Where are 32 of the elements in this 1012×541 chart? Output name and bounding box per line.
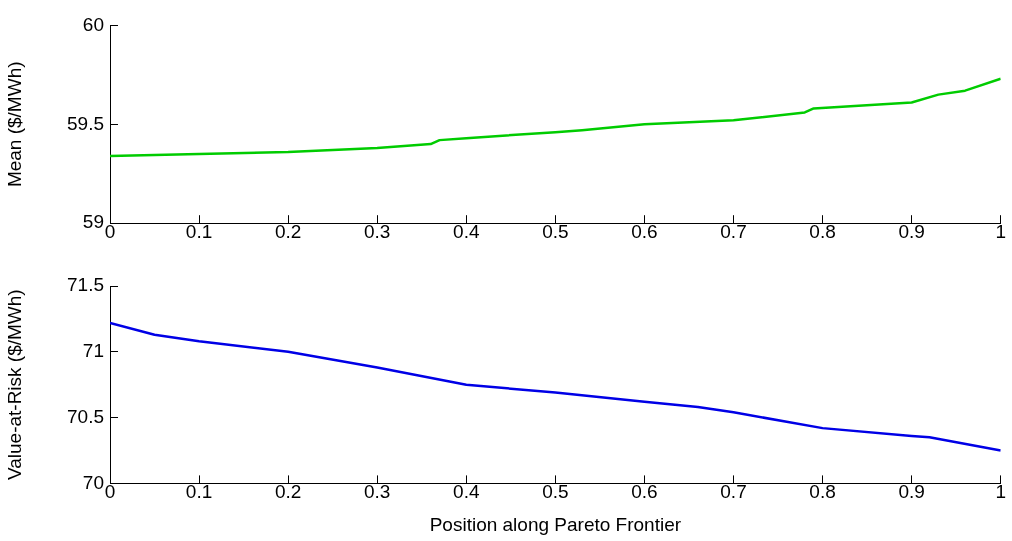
x-tick-label: 0.2 <box>274 481 302 503</box>
x-tick-label: 0.8 <box>809 481 836 503</box>
x-tick-label: 0.3 <box>364 220 391 242</box>
x-tick-label: 0.7 <box>720 220 747 242</box>
x-tick-label: 0.4 <box>453 481 480 503</box>
x-tick-label: 0.6 <box>631 220 658 242</box>
x-tick-label: 0.5 <box>542 220 569 242</box>
x-tick-label: 0.9 <box>898 481 925 503</box>
x-tick-label: 0.7 <box>720 481 747 503</box>
x-tick-label: 0.6 <box>631 481 658 503</box>
x-tick-label: 0.2 <box>274 220 302 242</box>
y-tick-label: 71 <box>82 340 104 362</box>
x-tick-label: 0 <box>104 481 116 503</box>
y-tick-label: 60 <box>82 13 104 35</box>
y-tick-label: 59.5 <box>67 112 104 134</box>
x-tick-label: 0.8 <box>809 220 836 242</box>
y-axis-title: Mean ($/MWh) <box>3 61 25 188</box>
x-tick-label: 0.9 <box>898 220 925 242</box>
x-tick-label: 0.1 <box>185 220 213 242</box>
x-tick-label: 0.1 <box>185 481 213 503</box>
x-tick-label: 0.4 <box>453 220 480 242</box>
y-tick-label: 70 <box>82 471 104 493</box>
x-tick-label: 0.5 <box>542 481 569 503</box>
y-tick-label: 59 <box>82 211 104 233</box>
x-tick-label: 1 <box>995 220 1007 242</box>
x-tick-label: 0 <box>104 220 116 242</box>
y-axis-title: Value-at-Risk ($/MWh) <box>3 289 25 481</box>
x-axis-title: Position along Pareto Frontier <box>429 513 682 535</box>
y-tick-label: 70.5 <box>67 405 104 427</box>
x-tick-label: 0.3 <box>364 481 391 503</box>
y-tick-label: 71.5 <box>67 274 104 296</box>
x-tick-label: 1 <box>995 481 1007 503</box>
